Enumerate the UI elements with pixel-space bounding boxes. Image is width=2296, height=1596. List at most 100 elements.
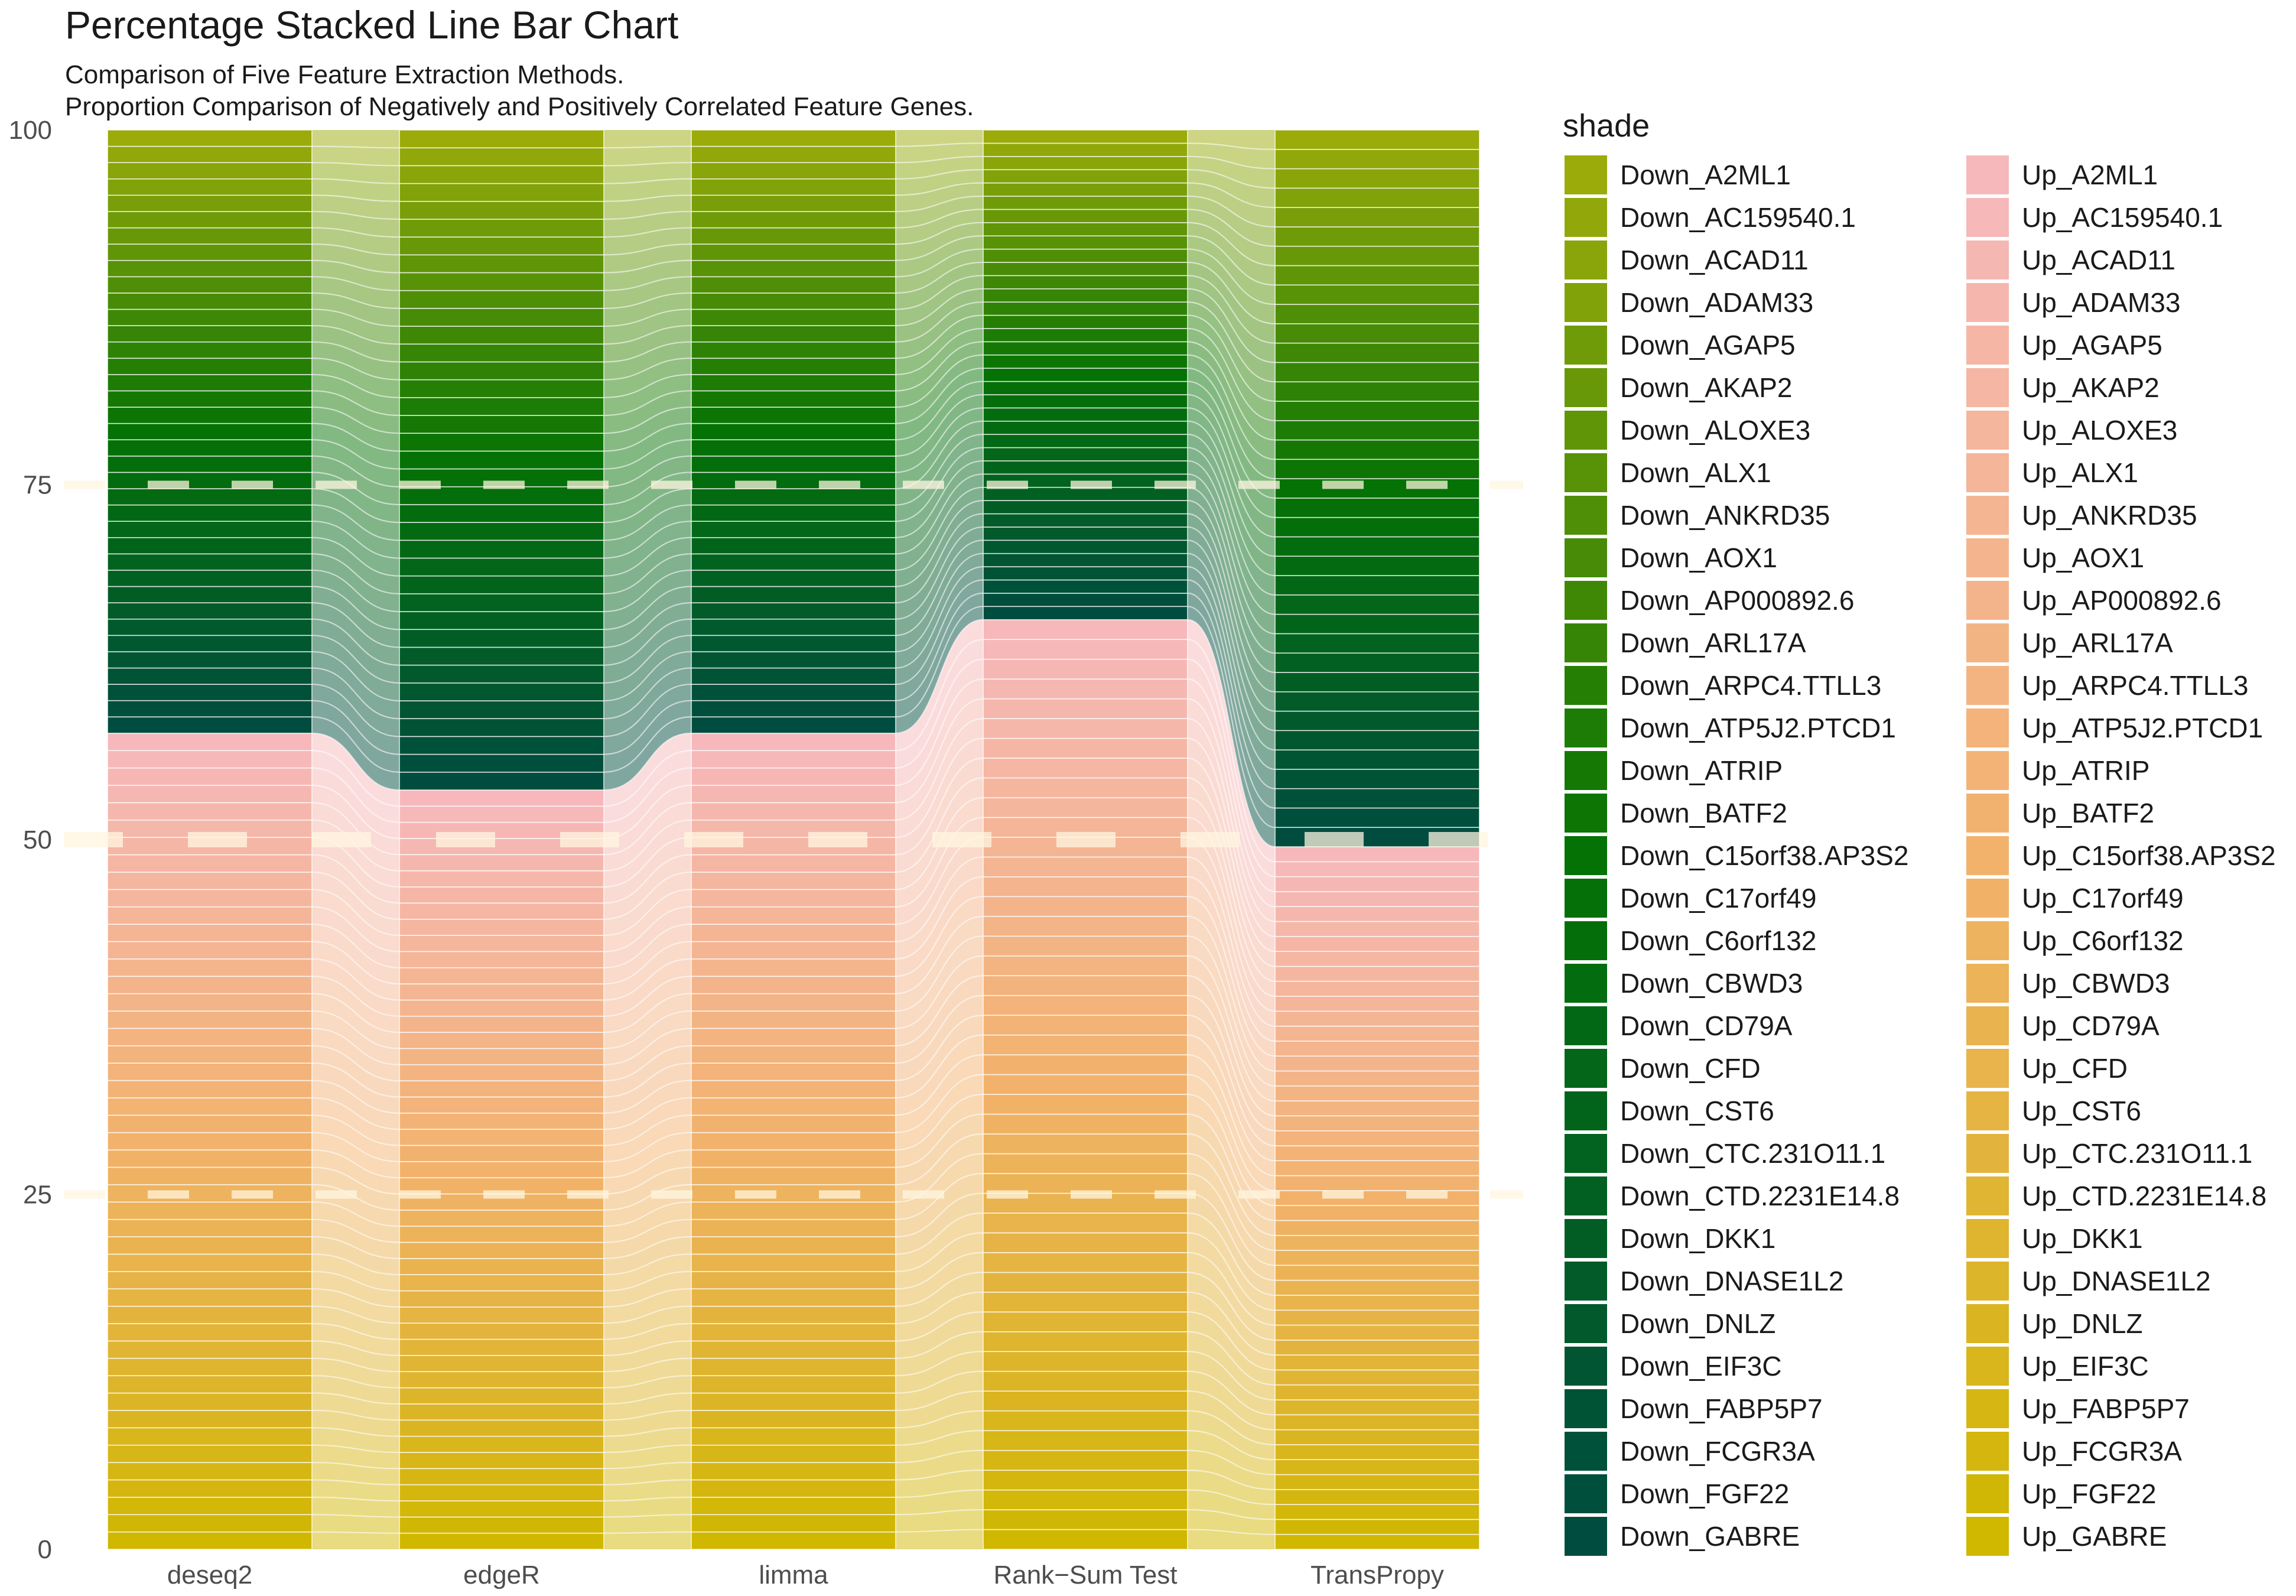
- flow-line: [1187, 658, 1276, 877]
- bar-segment: [983, 513, 1188, 528]
- flow-ribbon: [311, 1202, 400, 1243]
- legend-label: Down_EIF3C: [1620, 1351, 1782, 1382]
- flow-line: [311, 667, 400, 720]
- legend-label: Down_ANKRD35: [1620, 500, 1830, 531]
- bar-segment: [691, 422, 896, 441]
- flow-line: [603, 472, 692, 506]
- bar-segment: [1274, 1429, 1480, 1445]
- bar-segment: [983, 619, 1188, 640]
- bar-segment: [1274, 245, 1480, 266]
- flow-ribbon: [311, 668, 400, 737]
- flow-line: [895, 155, 984, 164]
- legend-label: Down_ARPC4.TTLL3: [1620, 670, 1882, 701]
- flow-ribbon: [1187, 183, 1276, 227]
- bar-segment: [1274, 129, 1480, 150]
- bar-segment: [1274, 401, 1480, 421]
- flow-ribbon: [603, 854, 692, 919]
- flow-ribbon: [603, 1306, 692, 1340]
- bar-segment: [399, 611, 604, 630]
- flow-ribbon: [1187, 1410, 1276, 1460]
- bar-segment: [107, 941, 313, 960]
- bar-segment: [983, 896, 1188, 917]
- flow-line: [603, 1305, 692, 1324]
- flow-line: [895, 195, 984, 213]
- flow-line: [1187, 1351, 1276, 1401]
- flow-line: [1187, 1410, 1276, 1446]
- bar-segment: [983, 935, 1188, 957]
- legend-label: Up_DNLZ: [2022, 1308, 2143, 1339]
- bar-segment: [399, 1468, 604, 1486]
- bar-segment: [107, 651, 313, 669]
- bar-segment: [983, 182, 1188, 197]
- flow-line: [1187, 486, 1276, 654]
- legend-item: Up_CBWD3: [1966, 962, 2170, 1005]
- flow-ribbon: [895, 170, 984, 196]
- legend-label: Down_CFD: [1620, 1053, 1761, 1084]
- bar-segment: [399, 236, 604, 256]
- flow-ribbon: [1187, 580, 1276, 808]
- bar-segment: [983, 1292, 1188, 1313]
- flow-ribbon: [311, 1376, 400, 1404]
- flow-ribbon: [895, 896, 984, 994]
- bar-segment: [1274, 996, 1480, 1012]
- flow-line: [311, 1045, 400, 1082]
- flow-line: [895, 1113, 984, 1168]
- bar-segment: [1274, 342, 1480, 363]
- legend-swatch: [1565, 155, 1607, 194]
- flow-line: [895, 1252, 984, 1290]
- bar-segment: [399, 165, 604, 184]
- flow-line: [1187, 566, 1276, 770]
- bar-segment: [983, 1213, 1188, 1234]
- bar-segment: [107, 785, 313, 804]
- flow-ribbon: [895, 976, 984, 1064]
- flow-ribbon: [1187, 1134, 1276, 1251]
- legend-label: Down_ATP5J2.PTCD1: [1620, 713, 1896, 743]
- bar-segment: [107, 1444, 313, 1463]
- bar-segment: [691, 472, 896, 489]
- bar-segment: [1274, 284, 1480, 305]
- bar-segment: [983, 1470, 1188, 1491]
- legend-item: Down_AGAP5: [1565, 324, 1796, 366]
- flow-line: [1187, 619, 1276, 848]
- flow-line: [1187, 975, 1276, 1117]
- flow-line: [311, 1392, 400, 1405]
- flow-ribbon: [1187, 896, 1276, 1071]
- flow-ribbon: [1187, 679, 1276, 907]
- flow-line: [1187, 381, 1276, 499]
- flow-ribbon: [895, 916, 984, 1012]
- bar-segment: [107, 1462, 313, 1481]
- legend-swatch: [1966, 198, 2009, 237]
- flow-line: [1187, 1311, 1276, 1371]
- flow-line: [895, 1370, 984, 1394]
- legend-swatch: [1565, 836, 1607, 875]
- flow-line: [311, 1270, 400, 1292]
- bar-segment: [983, 447, 1188, 461]
- flow-line: [603, 162, 692, 167]
- bar-segment: [1274, 1205, 1480, 1221]
- bar-segment: [107, 1357, 313, 1376]
- flow-ribbon: [1187, 381, 1276, 518]
- flow-ribbon: [1187, 1351, 1276, 1415]
- flow-ribbon: [895, 1035, 984, 1116]
- flow-ribbon: [311, 1167, 400, 1210]
- legend-label: Up_C6orf132: [2022, 925, 2184, 956]
- flow-ribbon: [1187, 434, 1276, 595]
- legend-swatch: [1966, 283, 2009, 322]
- legend-item: Up_BATF2: [1966, 792, 2154, 834]
- flow-line: [1187, 341, 1276, 441]
- flow-line: [311, 700, 400, 755]
- bar-segment: [691, 1166, 896, 1185]
- legend-swatch: [1565, 368, 1607, 407]
- bar-segment: [1274, 1295, 1480, 1311]
- bar-segment: [983, 434, 1188, 448]
- bar-segment: [691, 1045, 896, 1064]
- flow-ribbon: [603, 391, 692, 434]
- flow-ribbon: [895, 1312, 984, 1358]
- legend-label: Up_ADAM33: [2022, 287, 2181, 318]
- flow-ribbon: [1187, 156, 1276, 188]
- bar-segment: [1274, 381, 1480, 402]
- flow-line: [1187, 1252, 1276, 1326]
- flow-ribbon: [311, 570, 400, 630]
- flow-ribbon: [603, 1480, 692, 1501]
- legend-item: Up_AP000892.6: [1966, 579, 2222, 622]
